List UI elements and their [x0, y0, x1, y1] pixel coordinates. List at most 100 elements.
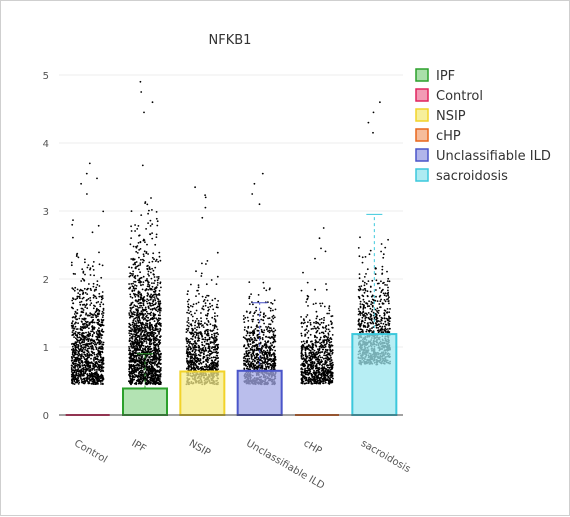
data-point [93, 297, 95, 299]
data-point [312, 383, 314, 385]
data-point [247, 320, 249, 322]
data-point [257, 334, 259, 336]
data-point [138, 357, 140, 359]
data-point [99, 343, 101, 345]
data-point [86, 369, 88, 371]
data-point [269, 350, 271, 352]
data-point [149, 373, 151, 375]
data-point [146, 360, 148, 362]
data-point [130, 237, 132, 239]
data-point [71, 307, 73, 309]
data-point [159, 363, 161, 365]
data-point [78, 383, 80, 385]
data-point [192, 306, 194, 308]
data-point [157, 351, 159, 353]
data-point [101, 324, 103, 326]
data-point [132, 297, 134, 299]
data-point [129, 364, 131, 366]
data-point [141, 305, 143, 307]
data-point [137, 325, 139, 327]
data-point [72, 302, 74, 304]
data-point [244, 317, 246, 319]
data-point [216, 349, 218, 351]
data-point [204, 341, 206, 343]
data-point [133, 318, 135, 320]
data-point [320, 345, 322, 347]
data-point [323, 354, 325, 356]
data-point [302, 374, 304, 376]
data-point [269, 332, 271, 334]
data-point [200, 323, 202, 325]
data-point [198, 340, 200, 342]
data-point [99, 263, 101, 265]
data-point [265, 359, 267, 361]
data-point [133, 286, 135, 288]
data-point [91, 372, 93, 374]
data-point [205, 302, 207, 304]
data-point [101, 334, 103, 336]
data-point [144, 313, 146, 315]
data-point [101, 313, 103, 315]
data-point [321, 357, 323, 359]
data-point [186, 358, 188, 360]
data-point [251, 193, 253, 195]
data-point [77, 378, 79, 380]
data-point [71, 343, 73, 345]
data-point [265, 364, 267, 366]
data-point [135, 268, 137, 270]
data-point [187, 328, 189, 330]
data-point [325, 251, 327, 253]
data-point [94, 341, 96, 343]
data-point [134, 224, 136, 226]
data-point [260, 367, 262, 369]
data-point [143, 367, 145, 369]
data-point [252, 361, 254, 363]
data-point [92, 366, 94, 368]
data-point [101, 376, 103, 378]
data-point [331, 375, 333, 377]
data-point [326, 313, 328, 315]
data-point [103, 319, 105, 321]
data-point [150, 377, 152, 379]
data-point [100, 381, 102, 383]
data-point [141, 357, 143, 359]
data-point [329, 331, 331, 333]
data-point [149, 346, 151, 348]
data-point [159, 331, 161, 333]
data-point [272, 318, 274, 320]
data-point [130, 283, 132, 285]
data-point [140, 362, 142, 364]
data-point [102, 379, 104, 381]
data-point [96, 308, 98, 310]
data-point [271, 319, 273, 321]
data-point [80, 376, 82, 378]
data-point [159, 290, 161, 292]
data-point [87, 267, 89, 269]
data-point [275, 341, 277, 343]
data-point [143, 303, 145, 305]
data-point [98, 225, 100, 227]
data-point [190, 311, 192, 313]
data-point [300, 333, 302, 335]
data-point [83, 382, 85, 384]
data-point [305, 353, 307, 355]
data-point [102, 377, 104, 379]
data-point [187, 317, 189, 319]
data-point [213, 351, 215, 353]
data-point [275, 309, 277, 311]
data-point [140, 382, 142, 384]
data-point [194, 312, 196, 314]
data-point [215, 321, 217, 323]
data-point [72, 346, 74, 348]
data-point [131, 360, 133, 362]
data-point [147, 289, 149, 291]
data-point [89, 368, 91, 370]
data-point [248, 297, 250, 299]
data-point [154, 342, 156, 344]
data-point [143, 112, 145, 114]
data-point [217, 357, 219, 359]
data-point [153, 313, 155, 315]
data-point [194, 367, 196, 369]
data-point [137, 332, 139, 334]
data-point [133, 359, 135, 361]
